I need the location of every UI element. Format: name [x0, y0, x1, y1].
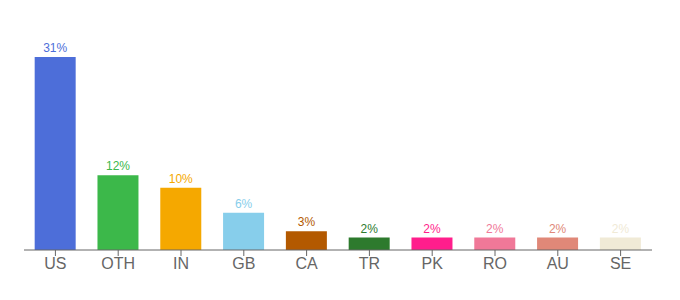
svg-text:2%: 2%: [612, 222, 630, 236]
svg-text:GB: GB: [232, 255, 255, 272]
svg-text:2%: 2%: [486, 222, 504, 236]
svg-text:US: US: [44, 255, 66, 272]
svg-text:RO: RO: [483, 255, 507, 272]
svg-text:2%: 2%: [423, 222, 441, 236]
svg-text:31%: 31%: [43, 41, 67, 55]
svg-text:TR: TR: [359, 255, 380, 272]
svg-text:OTH: OTH: [101, 255, 135, 272]
svg-text:CA: CA: [295, 255, 318, 272]
svg-text:10%: 10%: [169, 172, 193, 186]
svg-text:12%: 12%: [106, 159, 130, 173]
svg-text:IN: IN: [173, 255, 189, 272]
svg-text:3%: 3%: [298, 215, 316, 229]
svg-text:2%: 2%: [549, 222, 567, 236]
svg-text:6%: 6%: [235, 197, 253, 211]
svg-text:2%: 2%: [361, 222, 379, 236]
svg-text:PK: PK: [422, 255, 444, 272]
svg-text:AU: AU: [547, 255, 569, 272]
svg-text:SE: SE: [610, 255, 631, 272]
